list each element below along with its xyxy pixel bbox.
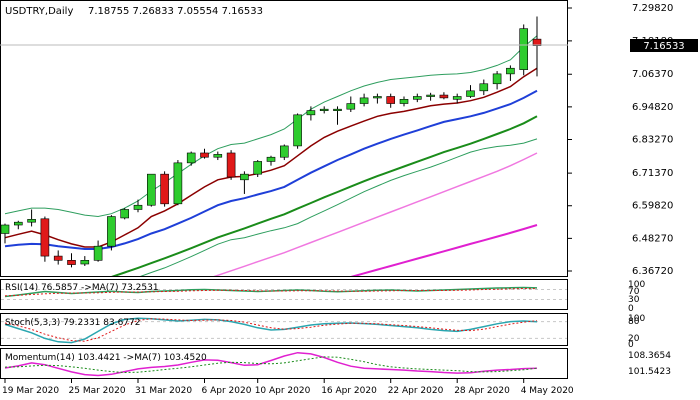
x-tick-label: 16 Apr 2020 (321, 386, 377, 396)
candle-body (279, 145, 289, 158)
candle-body (120, 209, 129, 219)
ohlc-values: 7.18755 7.26833 7.05554 7.16533 (88, 6, 263, 17)
candle-body (479, 83, 489, 92)
candle-body (147, 173, 156, 206)
candle-body (14, 221, 23, 226)
candle-body (160, 173, 169, 205)
rsi-tick-70: 70 (628, 287, 640, 297)
candle-body (27, 219, 36, 223)
rsi-title: RSI(14) 76.5857 ->MA(7) 73.2531 (5, 283, 159, 293)
price-tick-label: 6.71370 (632, 168, 673, 179)
candle-body (67, 260, 76, 265)
candle-body (107, 216, 116, 247)
stoch-tick-20: 20 (628, 334, 640, 344)
rsi-panel (0, 279, 568, 310)
candle-body (466, 90, 475, 97)
candle-body (506, 67, 515, 75)
candle-body (266, 156, 276, 162)
mom-lines-series-1 (4, 356, 538, 374)
x-tick-label: 28 Apr 2020 (454, 386, 510, 396)
rsi-lines-series-1 (4, 287, 538, 297)
candle-body (492, 73, 502, 85)
current-price-label: 7.16533 (643, 41, 684, 52)
candle-body (40, 218, 50, 257)
x-tick-label: 31 Mar 2020 (135, 386, 192, 396)
price-tick-label: 7.06370 (632, 69, 673, 80)
price-tick-label: 6.36720 (632, 266, 673, 277)
candle-body (373, 96, 382, 99)
candle-body (412, 96, 422, 100)
rsi-tick-30: 30 (628, 295, 640, 305)
momentum-tick-high: 108.3654 (628, 351, 671, 361)
candle-body (346, 103, 356, 110)
rsi-tick-100: 100 (628, 280, 645, 290)
stoch-tick-80: 80 (628, 317, 640, 327)
rsi-tick-0: 0 (628, 304, 634, 314)
symbol-label: USDTRY,Daily (5, 6, 73, 17)
band-upper-line (4, 35, 538, 218)
momentum-tick-low: 101.5423 (628, 367, 671, 377)
price-tick-label: 6.83270 (632, 135, 673, 146)
candle-body (186, 152, 196, 164)
candle-body (93, 245, 103, 261)
band-lower-line (140, 138, 538, 276)
x-tick-label: 6 Apr 2020 (202, 386, 252, 396)
stoch-title: Stoch(5,3,3) 79.2331 83.6772 (5, 318, 140, 328)
candle-body (0, 224, 10, 234)
ma-fast-line (4, 67, 538, 248)
candle-body (452, 96, 462, 100)
x-tick-label: 4 May 2020 (521, 386, 574, 396)
rsi-lines-series-0 (4, 286, 538, 298)
candle-body (253, 161, 262, 175)
candle-body (226, 152, 236, 178)
candle-body (519, 28, 529, 70)
price-tick-label: 6.48270 (632, 233, 673, 244)
momentum-panel (0, 348, 568, 379)
candle-body (293, 114, 302, 147)
candle-body (333, 108, 342, 111)
price-tick-label: 6.59820 (632, 201, 673, 212)
candle-body (213, 154, 223, 158)
stoch-lines-series-0 (4, 317, 538, 344)
candle-body (200, 152, 209, 158)
candle-body (532, 38, 542, 46)
candle-body (53, 255, 63, 261)
candle-body (386, 96, 396, 104)
candle-body (439, 94, 449, 99)
candle-body (426, 94, 435, 97)
stoch-lines-series-1 (4, 318, 538, 342)
price-tick-label: 7.29820 (632, 3, 673, 14)
candle-body (133, 204, 143, 210)
candle-body (240, 173, 249, 181)
candle-body (319, 108, 329, 111)
ma-magenta-line (350, 224, 538, 276)
x-tick-label: 25 Mar 2020 (69, 386, 126, 396)
main-panel (0, 0, 568, 277)
candle-body (399, 99, 409, 104)
candle-body (80, 260, 90, 265)
candle-body (173, 162, 183, 205)
x-tick-label: 22 Apr 2020 (388, 386, 444, 396)
x-tick-label: 10 Apr 2020 (255, 386, 311, 396)
candle-body (306, 110, 316, 116)
mom-lines-series-0 (4, 351, 538, 377)
ma-pink-line (213, 152, 538, 276)
ma-mid-line (4, 89, 538, 250)
momentum-title: Momentum(14) 103.4421 ->MA(7) 103.4520 (5, 353, 207, 363)
stoch-tick-100: 100 (628, 314, 645, 324)
stoch-tick-0: 0 (628, 340, 634, 350)
price-tick-label: 6.94820 (632, 102, 673, 113)
current-price-tag (630, 39, 698, 52)
x-tick-label: 19 Mar 2020 (2, 386, 59, 396)
ma-slow-line (111, 115, 538, 276)
candle-body (359, 97, 369, 104)
